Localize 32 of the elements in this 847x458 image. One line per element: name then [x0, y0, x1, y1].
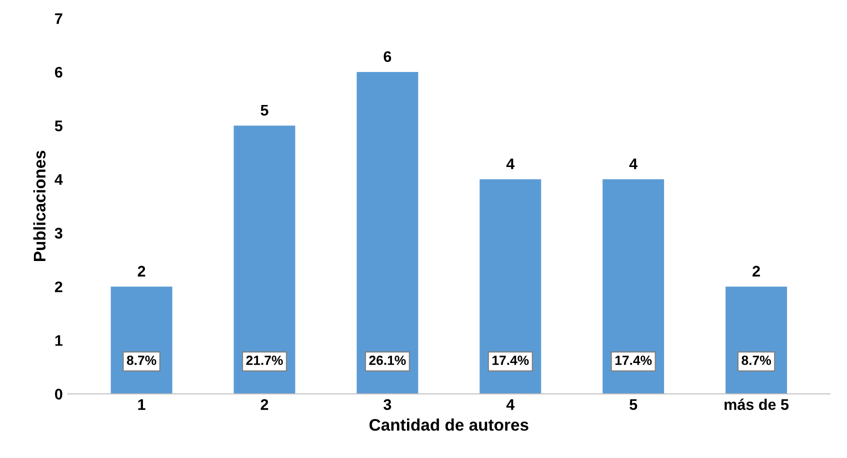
x-tick-label: 5 [630, 399, 638, 410]
annotation: 17.4% [615, 356, 652, 365]
x-tick-label: más de 5 [724, 398, 789, 410]
x-tick-label: 3 [384, 399, 392, 410]
annotation: 17.4% [492, 356, 529, 365]
annotation: 8.7% [126, 356, 156, 365]
data-label: 5 [260, 105, 268, 116]
x-axis-title: Cantidad de autores [369, 418, 528, 431]
annotation: 26.1% [369, 356, 406, 365]
bar [234, 126, 296, 394]
y-tick-label: 5 [54, 120, 62, 132]
y-tick-label: 6 [54, 66, 62, 78]
y-tick-label: 3 [54, 228, 62, 239]
y-tick-label: 0 [55, 388, 62, 400]
annotation: 8.7% [742, 356, 771, 365]
x-tick-label: 2 [260, 399, 268, 410]
y-tick-label: 7 [55, 13, 62, 24]
y-tick-label: 1 [55, 335, 62, 346]
data-label: 4 [506, 158, 515, 170]
annotation: 21.7% [246, 356, 283, 365]
data-label: 2 [752, 266, 760, 276]
y-axis-title: Publicaciones [33, 150, 46, 262]
y-tick-label: 2 [54, 281, 62, 292]
data-label: 4 [629, 158, 638, 170]
bar [602, 179, 664, 394]
bar [480, 179, 542, 394]
bar [356, 72, 418, 394]
y-tick-label: 4 [54, 174, 63, 185]
x-tick-label: 4 [506, 399, 515, 410]
data-label: 2 [138, 266, 146, 276]
x-tick-label: 1 [138, 399, 146, 410]
data-label: 6 [384, 51, 392, 62]
